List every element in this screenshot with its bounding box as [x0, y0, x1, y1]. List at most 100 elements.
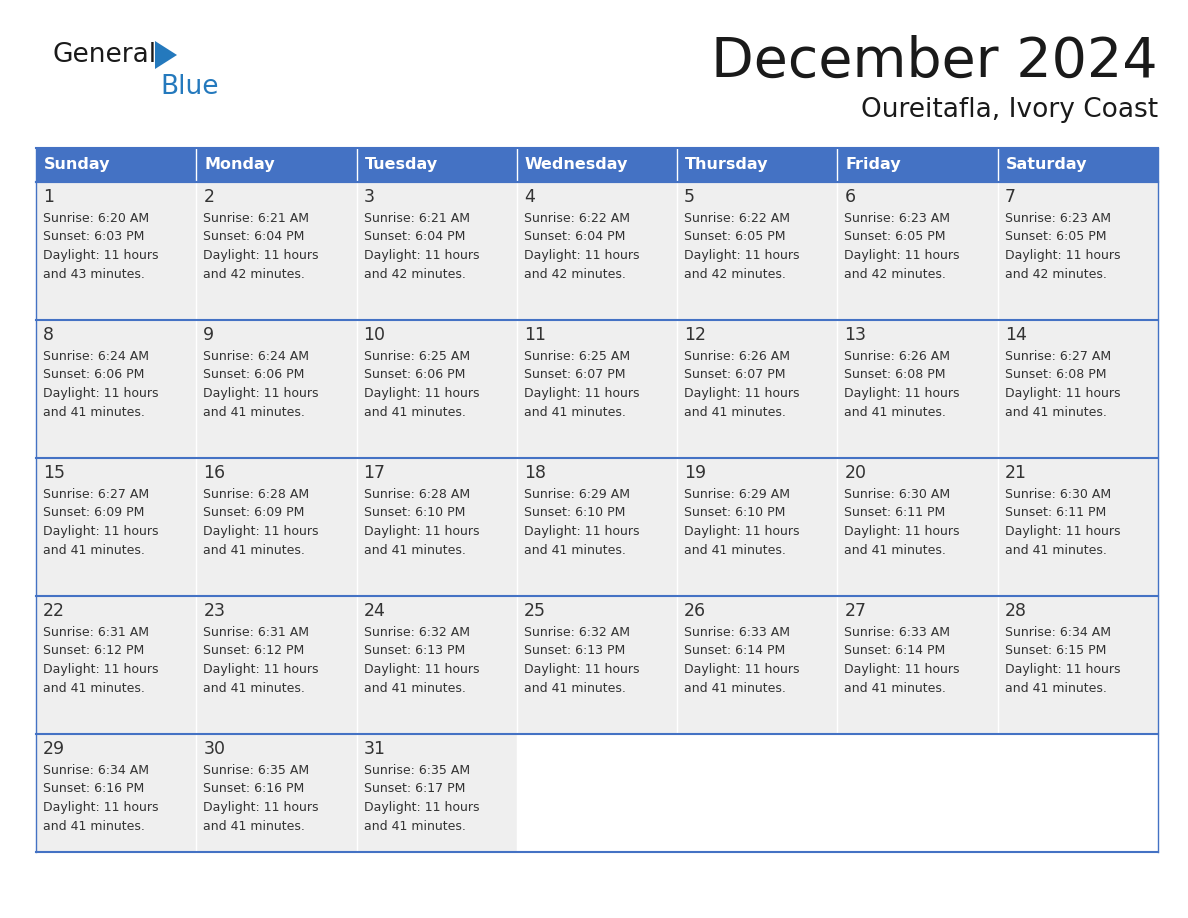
- Text: Sunset: 6:16 PM: Sunset: 6:16 PM: [203, 782, 304, 796]
- Text: and 41 minutes.: and 41 minutes.: [364, 406, 466, 419]
- Text: Sunset: 6:11 PM: Sunset: 6:11 PM: [845, 507, 946, 520]
- Text: Sunrise: 6:28 AM: Sunrise: 6:28 AM: [203, 488, 309, 501]
- Bar: [356, 182, 517, 320]
- Text: Sunrise: 6:33 AM: Sunrise: 6:33 AM: [845, 626, 950, 639]
- Text: and 41 minutes.: and 41 minutes.: [43, 406, 145, 419]
- Text: 11: 11: [524, 326, 545, 344]
- Text: and 41 minutes.: and 41 minutes.: [1005, 543, 1106, 556]
- Text: and 41 minutes.: and 41 minutes.: [524, 406, 626, 419]
- Text: Daylight: 11 hours: Daylight: 11 hours: [203, 387, 318, 400]
- Text: Daylight: 11 hours: Daylight: 11 hours: [203, 663, 318, 676]
- Text: Sunrise: 6:30 AM: Sunrise: 6:30 AM: [845, 488, 950, 501]
- Bar: [36, 182, 196, 320]
- Text: Sunset: 6:17 PM: Sunset: 6:17 PM: [364, 782, 465, 796]
- Text: Wednesday: Wednesday: [525, 158, 628, 173]
- Text: Sunrise: 6:24 AM: Sunrise: 6:24 AM: [43, 350, 148, 363]
- Bar: [677, 182, 838, 320]
- Text: and 41 minutes.: and 41 minutes.: [203, 820, 305, 833]
- Text: Daylight: 11 hours: Daylight: 11 hours: [43, 387, 158, 400]
- Text: 13: 13: [845, 326, 866, 344]
- Text: Sunrise: 6:27 AM: Sunrise: 6:27 AM: [43, 488, 150, 501]
- Text: and 42 minutes.: and 42 minutes.: [524, 267, 626, 281]
- Bar: [36, 596, 196, 734]
- Text: and 41 minutes.: and 41 minutes.: [684, 543, 786, 556]
- Text: 30: 30: [203, 740, 226, 758]
- Text: and 41 minutes.: and 41 minutes.: [203, 543, 305, 556]
- Text: Sunset: 6:08 PM: Sunset: 6:08 PM: [1005, 368, 1106, 382]
- Text: and 41 minutes.: and 41 minutes.: [43, 681, 145, 695]
- Text: Sunrise: 6:31 AM: Sunrise: 6:31 AM: [43, 626, 148, 639]
- Bar: [196, 320, 356, 458]
- Text: and 41 minutes.: and 41 minutes.: [1005, 681, 1106, 695]
- Text: Daylight: 11 hours: Daylight: 11 hours: [364, 525, 479, 538]
- Text: Sunset: 6:09 PM: Sunset: 6:09 PM: [43, 507, 145, 520]
- Text: Daylight: 11 hours: Daylight: 11 hours: [845, 663, 960, 676]
- Text: Daylight: 11 hours: Daylight: 11 hours: [684, 663, 800, 676]
- Text: Daylight: 11 hours: Daylight: 11 hours: [1005, 525, 1120, 538]
- Text: and 41 minutes.: and 41 minutes.: [1005, 406, 1106, 419]
- Bar: [36, 148, 1158, 182]
- Text: Sunrise: 6:21 AM: Sunrise: 6:21 AM: [203, 212, 309, 225]
- Bar: [356, 734, 517, 852]
- Text: Daylight: 11 hours: Daylight: 11 hours: [43, 801, 158, 814]
- Text: 9: 9: [203, 326, 214, 344]
- Text: Monday: Monday: [204, 158, 274, 173]
- Text: Sunrise: 6:23 AM: Sunrise: 6:23 AM: [845, 212, 950, 225]
- Text: Sunset: 6:05 PM: Sunset: 6:05 PM: [845, 230, 946, 243]
- Bar: [517, 458, 677, 596]
- Text: 2: 2: [203, 188, 214, 206]
- Bar: [998, 734, 1158, 852]
- Text: and 41 minutes.: and 41 minutes.: [845, 543, 947, 556]
- Text: Daylight: 11 hours: Daylight: 11 hours: [1005, 249, 1120, 262]
- Text: Sunset: 6:10 PM: Sunset: 6:10 PM: [684, 507, 785, 520]
- Text: Sunrise: 6:26 AM: Sunrise: 6:26 AM: [845, 350, 950, 363]
- Text: Daylight: 11 hours: Daylight: 11 hours: [845, 387, 960, 400]
- Text: and 41 minutes.: and 41 minutes.: [364, 681, 466, 695]
- Text: and 42 minutes.: and 42 minutes.: [845, 267, 947, 281]
- Text: Sunset: 6:06 PM: Sunset: 6:06 PM: [43, 368, 145, 382]
- Text: Sunrise: 6:31 AM: Sunrise: 6:31 AM: [203, 626, 309, 639]
- Text: Sunrise: 6:29 AM: Sunrise: 6:29 AM: [684, 488, 790, 501]
- Text: Sunday: Sunday: [44, 158, 110, 173]
- Text: 21: 21: [1005, 464, 1026, 482]
- Text: Daylight: 11 hours: Daylight: 11 hours: [1005, 663, 1120, 676]
- Text: 24: 24: [364, 602, 385, 620]
- Bar: [196, 182, 356, 320]
- Text: Daylight: 11 hours: Daylight: 11 hours: [524, 663, 639, 676]
- Text: Sunrise: 6:27 AM: Sunrise: 6:27 AM: [1005, 350, 1111, 363]
- Text: Daylight: 11 hours: Daylight: 11 hours: [524, 249, 639, 262]
- Text: Sunset: 6:12 PM: Sunset: 6:12 PM: [203, 644, 304, 657]
- Text: Daylight: 11 hours: Daylight: 11 hours: [1005, 387, 1120, 400]
- Bar: [36, 320, 196, 458]
- Text: and 42 minutes.: and 42 minutes.: [684, 267, 786, 281]
- Text: Sunset: 6:06 PM: Sunset: 6:06 PM: [203, 368, 304, 382]
- Text: Sunset: 6:10 PM: Sunset: 6:10 PM: [524, 507, 625, 520]
- Text: Sunrise: 6:24 AM: Sunrise: 6:24 AM: [203, 350, 309, 363]
- Text: Sunrise: 6:32 AM: Sunrise: 6:32 AM: [364, 626, 469, 639]
- Text: Daylight: 11 hours: Daylight: 11 hours: [524, 525, 639, 538]
- Text: Daylight: 11 hours: Daylight: 11 hours: [203, 525, 318, 538]
- Bar: [998, 458, 1158, 596]
- Polygon shape: [154, 41, 177, 69]
- Text: Sunset: 6:11 PM: Sunset: 6:11 PM: [1005, 507, 1106, 520]
- Text: Daylight: 11 hours: Daylight: 11 hours: [43, 249, 158, 262]
- Text: and 41 minutes.: and 41 minutes.: [845, 681, 947, 695]
- Text: Sunset: 6:13 PM: Sunset: 6:13 PM: [524, 644, 625, 657]
- Bar: [196, 458, 356, 596]
- Bar: [517, 596, 677, 734]
- Text: Daylight: 11 hours: Daylight: 11 hours: [524, 387, 639, 400]
- Bar: [838, 320, 998, 458]
- Text: Thursday: Thursday: [685, 158, 769, 173]
- Text: 19: 19: [684, 464, 707, 482]
- Text: Daylight: 11 hours: Daylight: 11 hours: [364, 249, 479, 262]
- Text: 15: 15: [43, 464, 65, 482]
- Text: Sunset: 6:13 PM: Sunset: 6:13 PM: [364, 644, 465, 657]
- Text: December 2024: December 2024: [712, 35, 1158, 89]
- Text: 14: 14: [1005, 326, 1026, 344]
- Bar: [517, 320, 677, 458]
- Text: Sunset: 6:09 PM: Sunset: 6:09 PM: [203, 507, 304, 520]
- Text: General: General: [52, 42, 156, 68]
- Text: Sunset: 6:07 PM: Sunset: 6:07 PM: [684, 368, 785, 382]
- Text: 31: 31: [364, 740, 386, 758]
- Text: Friday: Friday: [846, 158, 901, 173]
